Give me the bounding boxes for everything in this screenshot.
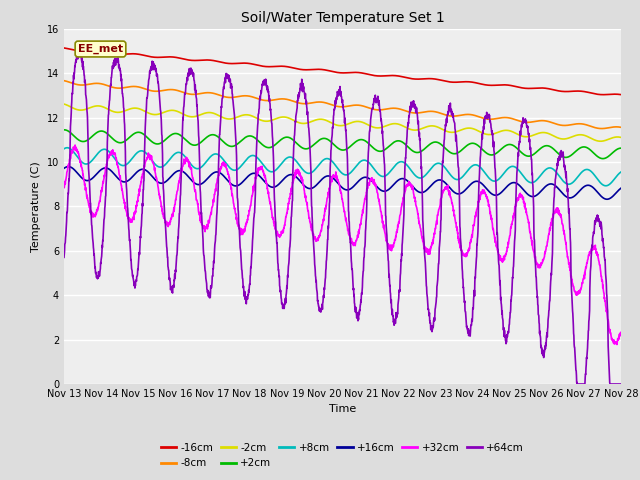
+64cm xyxy=(75,47,83,52)
+32cm xyxy=(216,168,223,173)
+32cm xyxy=(371,182,379,188)
+2cm xyxy=(359,137,367,143)
+8cm xyxy=(602,183,610,189)
+8cm xyxy=(371,167,379,173)
-16cm xyxy=(583,89,591,95)
+64cm xyxy=(60,254,68,260)
+32cm xyxy=(617,329,625,335)
Line: +16cm: +16cm xyxy=(64,167,621,199)
-16cm xyxy=(617,92,625,97)
+16cm xyxy=(371,181,379,187)
-16cm xyxy=(568,88,575,94)
+8cm xyxy=(60,146,68,152)
+16cm xyxy=(60,166,68,171)
-2cm xyxy=(596,138,604,144)
+32cm xyxy=(71,142,79,148)
+32cm xyxy=(613,342,621,348)
+64cm xyxy=(359,276,367,281)
+64cm xyxy=(504,329,512,335)
+2cm xyxy=(60,127,68,132)
Line: +64cm: +64cm xyxy=(64,49,621,384)
+16cm xyxy=(617,185,625,191)
+8cm xyxy=(216,153,223,158)
+16cm xyxy=(584,182,591,188)
+32cm xyxy=(584,259,591,265)
-2cm xyxy=(216,113,223,119)
Title: Soil/Water Temperature Set 1: Soil/Water Temperature Set 1 xyxy=(241,11,444,25)
-2cm xyxy=(358,120,366,125)
+2cm xyxy=(60,127,68,132)
-16cm xyxy=(371,72,378,78)
+2cm xyxy=(599,156,607,161)
Line: +32cm: +32cm xyxy=(64,145,621,345)
-2cm xyxy=(60,101,68,107)
-2cm xyxy=(583,133,591,139)
-2cm xyxy=(504,128,512,133)
+2cm xyxy=(568,152,575,157)
+8cm xyxy=(504,166,512,171)
-16cm xyxy=(216,59,223,65)
+64cm xyxy=(371,98,379,104)
+8cm xyxy=(617,169,625,175)
Line: +2cm: +2cm xyxy=(64,130,621,158)
-8cm xyxy=(216,92,223,98)
-2cm xyxy=(568,134,575,140)
-16cm xyxy=(358,70,366,76)
-8cm xyxy=(617,124,625,130)
+64cm xyxy=(573,381,581,387)
+2cm xyxy=(504,142,512,147)
-8cm xyxy=(504,115,512,120)
Legend: -16cm, -8cm, -2cm, +2cm, +8cm, +16cm, +32cm, +64cm: -16cm, -8cm, -2cm, +2cm, +8cm, +16cm, +3… xyxy=(156,439,529,472)
-8cm xyxy=(598,126,605,132)
Line: -8cm: -8cm xyxy=(64,81,621,129)
-8cm xyxy=(568,122,575,128)
-8cm xyxy=(60,78,68,84)
-8cm xyxy=(358,103,366,109)
+8cm xyxy=(584,167,591,172)
-16cm xyxy=(60,45,68,51)
X-axis label: Time: Time xyxy=(329,405,356,414)
Text: EE_met: EE_met xyxy=(78,44,123,54)
+16cm xyxy=(603,196,611,202)
+16cm xyxy=(65,164,72,169)
+64cm xyxy=(584,345,591,351)
Y-axis label: Temperature (C): Temperature (C) xyxy=(31,161,41,252)
+16cm xyxy=(504,182,512,188)
+8cm xyxy=(568,180,575,186)
+64cm xyxy=(216,132,223,137)
Line: -2cm: -2cm xyxy=(64,104,621,141)
+2cm xyxy=(371,146,379,152)
Line: +8cm: +8cm xyxy=(64,148,621,186)
+2cm xyxy=(216,135,223,141)
+16cm xyxy=(568,195,575,201)
-2cm xyxy=(371,125,378,131)
-2cm xyxy=(617,134,625,140)
+32cm xyxy=(359,207,367,213)
-16cm xyxy=(504,82,512,88)
+8cm xyxy=(359,157,367,163)
+32cm xyxy=(60,184,68,190)
-8cm xyxy=(371,107,378,112)
+2cm xyxy=(617,145,625,151)
-16cm xyxy=(600,92,607,97)
+16cm xyxy=(216,170,223,176)
+64cm xyxy=(617,381,625,387)
+32cm xyxy=(504,241,512,247)
+32cm xyxy=(568,277,575,283)
+16cm xyxy=(359,175,367,181)
+8cm xyxy=(63,145,71,151)
+2cm xyxy=(584,145,591,151)
+64cm xyxy=(568,292,575,298)
Line: -16cm: -16cm xyxy=(64,48,621,95)
-8cm xyxy=(583,122,591,128)
